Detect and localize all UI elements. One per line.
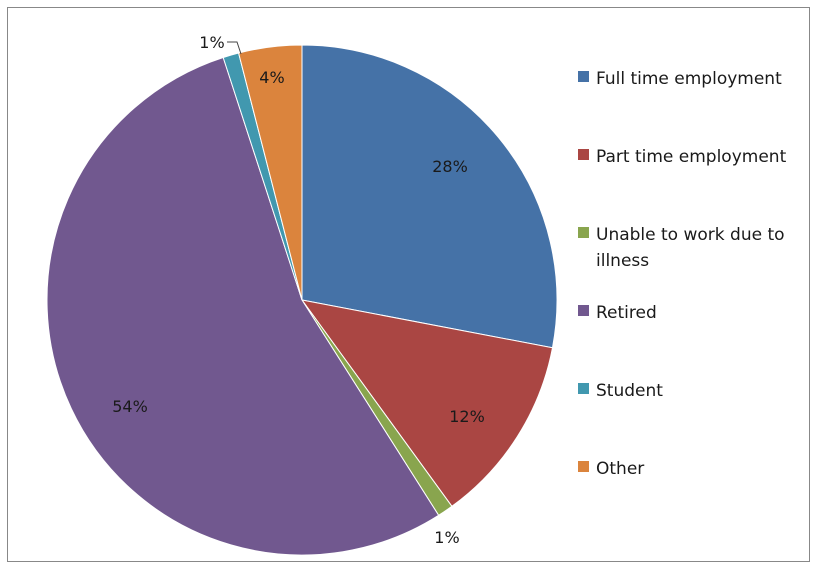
legend-swatch xyxy=(578,305,589,316)
data-label-full-time-employment: 28% xyxy=(432,157,468,176)
legend-item-unable-to-work-due-to-illness: Unable to work due to illness xyxy=(578,222,801,274)
legend-item-other: Other xyxy=(578,456,801,482)
data-label-other: 4% xyxy=(259,68,284,87)
legend-label: Full time employment xyxy=(596,69,782,89)
legend-item-student: Student xyxy=(578,378,801,404)
pie-slice-part-time-employment xyxy=(300,299,554,507)
legend-label: Other xyxy=(596,459,645,479)
legend-item-part-time-employment: Part time employment xyxy=(578,144,801,170)
legend-item-full-time-employment: Full time employment xyxy=(578,66,801,92)
leader-lines xyxy=(227,41,242,55)
pie-slices xyxy=(46,44,558,556)
legend-label: Unable to work due to illness xyxy=(596,225,785,271)
legend-swatch xyxy=(578,461,589,472)
pie-slice-retired xyxy=(46,56,440,556)
data-label-part-time-employment: 12% xyxy=(449,407,485,426)
data-label-student: 1% xyxy=(199,33,224,52)
pie-slice-full-time-employment xyxy=(301,44,558,349)
legend-label: Retired xyxy=(596,303,657,323)
legend-swatch xyxy=(578,383,589,394)
legend-swatch xyxy=(578,227,589,238)
leader-line-student xyxy=(227,41,242,55)
legend-swatch xyxy=(578,149,589,160)
legend-item-retired: Retired xyxy=(578,300,801,326)
data-label-unable-to-work-due-to-illness: 1% xyxy=(434,528,459,547)
legend-swatch xyxy=(578,71,589,82)
pie-slice-other xyxy=(237,44,303,301)
slice-labels: 28% 12% 1% 54% 1% 4% xyxy=(112,33,485,547)
legend-label: Student xyxy=(596,381,663,401)
data-label-retired: 54% xyxy=(112,397,148,416)
legend-label: Part time employment xyxy=(596,147,787,167)
